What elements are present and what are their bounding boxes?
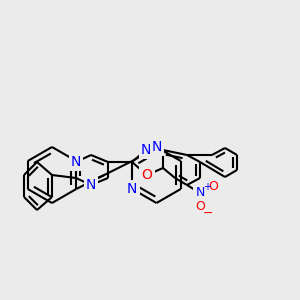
Text: N: N xyxy=(195,187,205,200)
Text: −: − xyxy=(203,206,213,220)
Text: O: O xyxy=(208,181,218,194)
Text: N: N xyxy=(86,178,96,192)
Text: +: + xyxy=(203,182,211,192)
Text: N: N xyxy=(141,143,151,157)
Text: O: O xyxy=(142,168,152,182)
Text: N: N xyxy=(127,182,137,196)
Text: N: N xyxy=(151,140,162,154)
Text: O: O xyxy=(195,200,205,214)
Text: N: N xyxy=(71,155,81,169)
